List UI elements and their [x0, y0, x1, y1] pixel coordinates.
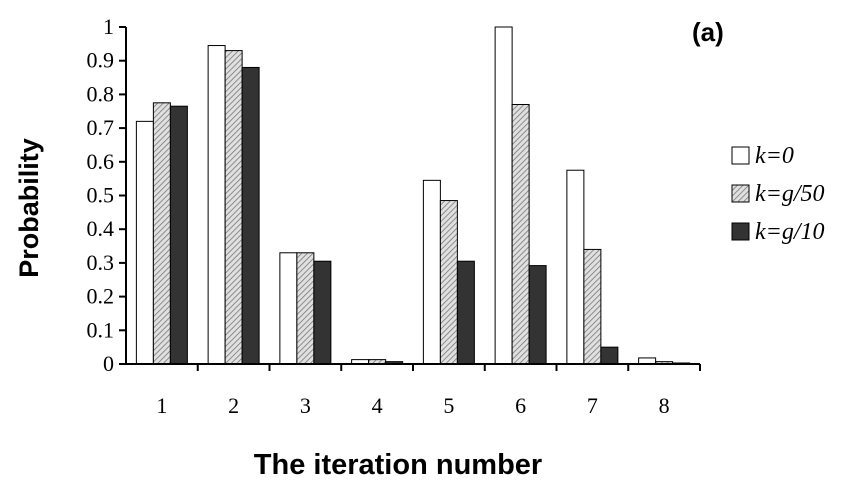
legend-swatch [731, 184, 750, 203]
bar-k-0-2 [207, 45, 226, 365]
y-tick-label: 0.6 [87, 149, 115, 174]
legend-swatch [731, 146, 750, 165]
bar-k-g-50-7 [583, 248, 602, 365]
legend-label: k=0 [755, 143, 794, 169]
bar-k-g-10-6 [528, 265, 547, 365]
y-tick-label: 0.5 [87, 183, 115, 208]
y-tick-label: 0.3 [87, 250, 115, 275]
x-tick-label: 5 [443, 393, 454, 418]
bar-k-g-10-2 [241, 66, 260, 365]
legend-label: k=g/50 [755, 181, 825, 207]
bar-k-0-1 [135, 120, 154, 365]
bar-k-g-50-5 [439, 200, 458, 365]
x-tick-label: 7 [587, 393, 598, 418]
x-tick-label: 8 [659, 393, 670, 418]
bar-k-0-7 [566, 169, 585, 365]
x-tick-label: 3 [300, 393, 311, 418]
y-tick-label: 1 [103, 14, 114, 39]
legend: k=0 k=g/50 k=g/10 [731, 143, 825, 245]
bars-group [135, 26, 691, 365]
y-tick-label: 0.7 [87, 115, 115, 140]
bar-k-g-50-6 [511, 104, 530, 365]
y-tick-label: 0 [103, 351, 114, 376]
y-tick-label: 0.9 [87, 48, 115, 73]
x-tick-label: 1 [156, 393, 167, 418]
legend-label: k=g/10 [755, 219, 825, 245]
y-tick-label: 0.2 [87, 284, 115, 309]
bar-k-0-5 [422, 179, 441, 365]
y-axis-ticks: 0 0.1 0.2 0.3 0.4 0.5 0.6 0.7 0.8 0.9 1 [87, 14, 126, 376]
bar-k-g-10-7 [600, 346, 619, 365]
x-axis-ticks: 1 2 3 4 5 6 7 8 [156, 364, 701, 418]
bar-k-g-50-3 [296, 252, 315, 365]
x-tick-label: 4 [372, 393, 383, 418]
x-tick-label: 2 [228, 393, 239, 418]
bar-k-g-10-5 [456, 260, 475, 365]
x-tick-label: 6 [515, 393, 526, 418]
bar-k-g-10-3 [313, 260, 332, 365]
y-tick-label: 0.1 [87, 317, 115, 342]
y-tick-label: 0.4 [87, 216, 115, 241]
y-axis-title: Probability [14, 138, 44, 278]
bar-k-0-6 [494, 26, 513, 365]
y-tick-label: 0.8 [87, 81, 115, 106]
legend-swatch [731, 222, 750, 241]
bar-k-g-50-2 [224, 50, 243, 365]
bar-k-g-10-1 [169, 105, 188, 365]
bar-k-0-3 [279, 252, 298, 365]
panel-label: (a) [692, 17, 724, 47]
x-axis-title: The iteration number [254, 449, 542, 481]
bar-k-g-50-1 [152, 102, 171, 365]
